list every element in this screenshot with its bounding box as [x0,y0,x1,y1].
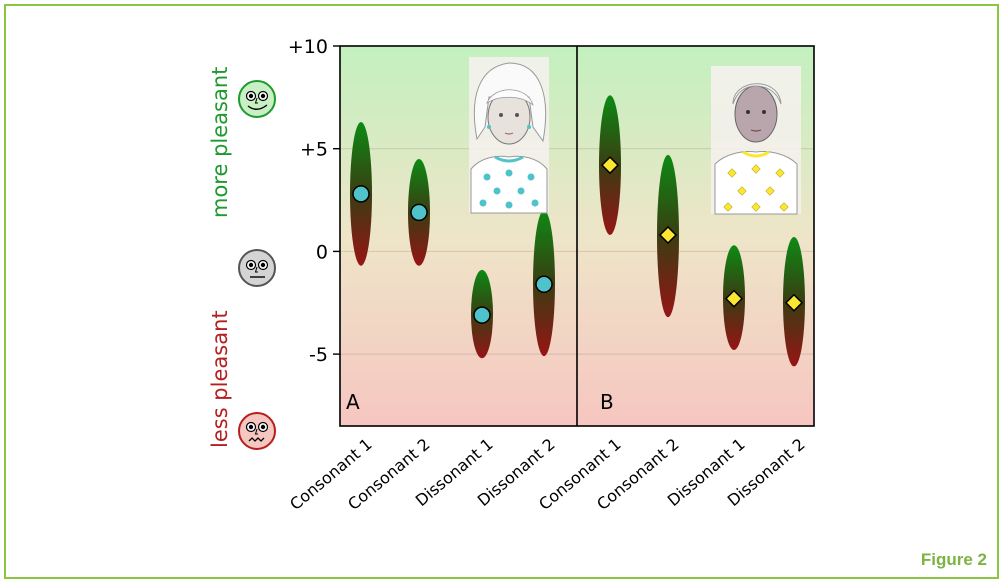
happy-face-icon [238,80,276,118]
circle-marker [352,185,370,203]
y-ticks: +10 +5 0 -5 [288,36,340,366]
figure-label: Figure 2 [920,550,987,569]
man-portrait-icon [711,66,801,215]
y-tick-label: +10 [288,36,328,58]
y-label-more-pleasant: more pleasant [208,67,232,218]
y-tick-label: +5 [300,139,328,161]
diamond-marker [724,289,744,308]
data-markers [352,156,804,324]
figure-frame: +10 +5 0 -5 Consonant 1 Consonant 2 Dissonant… [4,4,999,579]
woman-portrait-icon [469,57,549,214]
panel-label-b: B [600,390,614,414]
y-tick-label: 0 [316,241,328,263]
diamond-marker [600,156,620,175]
diamond-marker [658,225,678,245]
neutral-face-icon [238,249,276,287]
y-tick-label: -5 [309,344,328,366]
circle-marker [410,203,428,222]
diamond-marker [784,293,804,312]
circle-marker [473,306,491,324]
y-label-less-pleasant: less pleasant [208,310,232,448]
circle-marker [535,275,553,294]
panel-label-a: A [346,390,360,414]
sad-face-icon [238,412,276,450]
